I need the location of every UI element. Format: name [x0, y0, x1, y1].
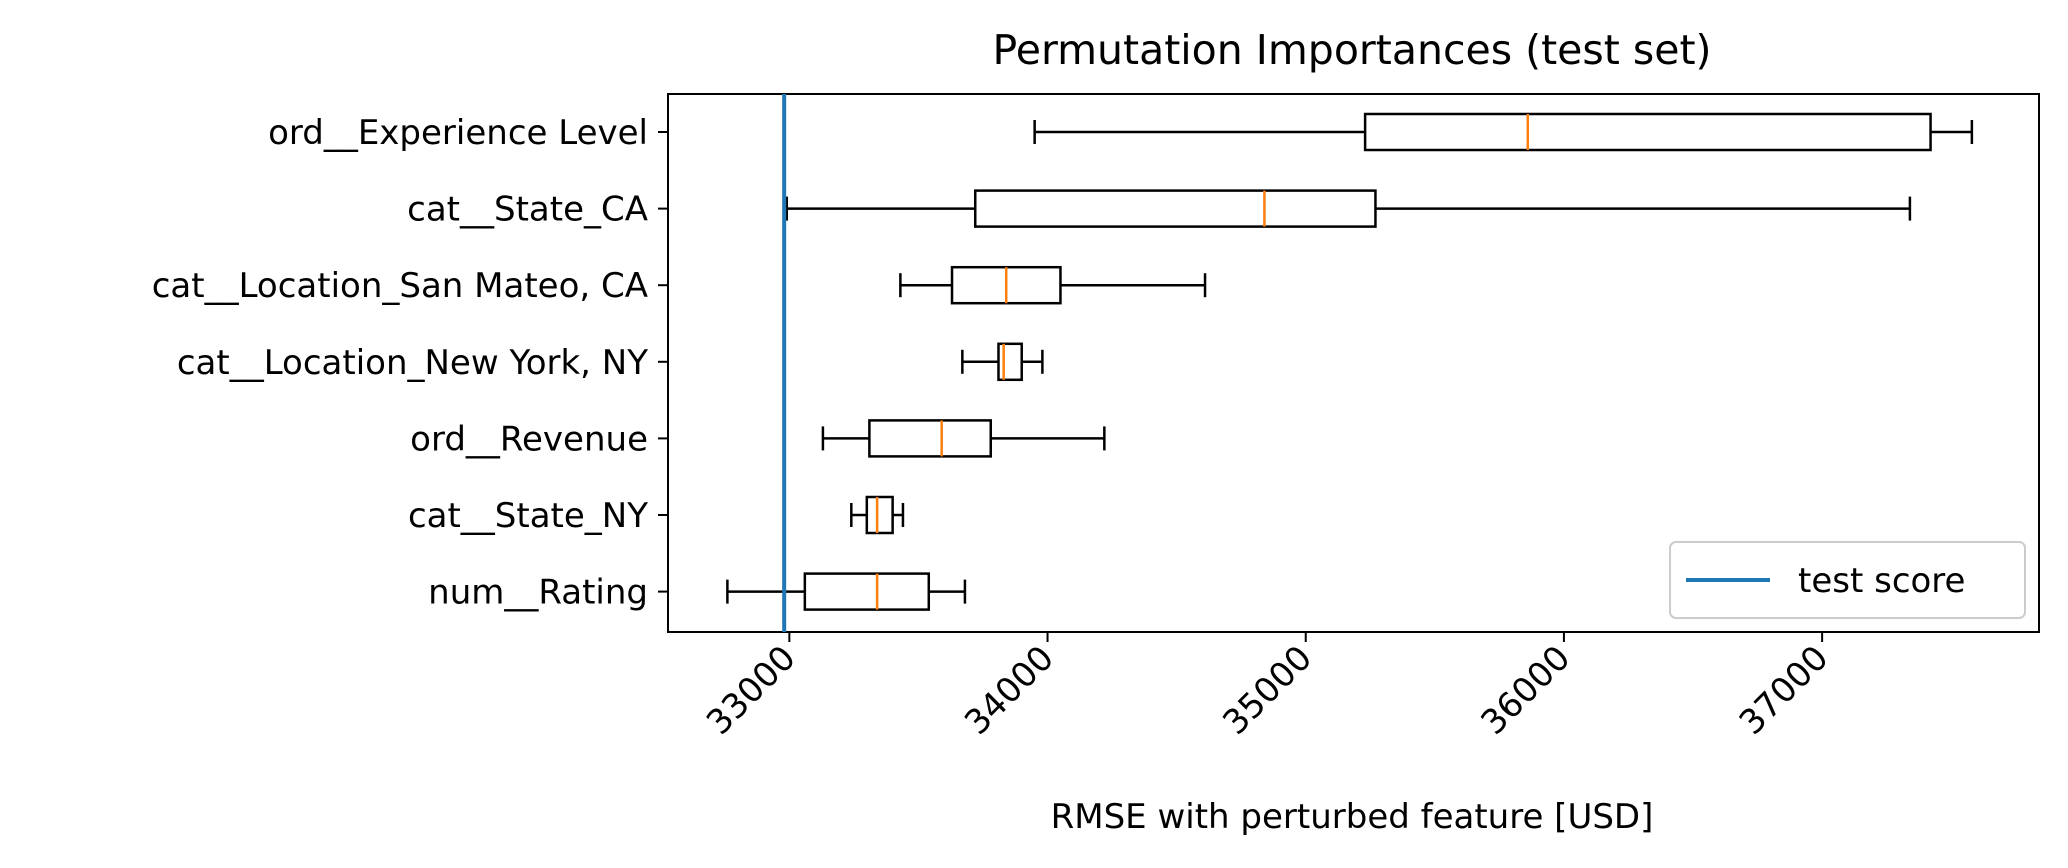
box-iqr	[973, 189, 1377, 228]
box-iqr	[868, 419, 992, 458]
box-iqr	[865, 495, 894, 535]
x-axis-label: RMSE with perturbed feature [USD]	[1051, 797, 1654, 837]
axes-frame	[667, 93, 2040, 633]
x-tick-label: 36000	[1474, 638, 1579, 743]
y-category-label: cat__Location_New York, NY	[177, 343, 648, 383]
y-category-label: ord__Revenue	[410, 419, 648, 459]
x-tick-label: 34000	[957, 638, 1062, 743]
box-iqr	[1363, 112, 1932, 152]
y-category-label: cat__State_CA	[407, 190, 648, 230]
y-category-label: ord__Experience Level	[268, 113, 648, 153]
legend-label: test score	[1798, 561, 1965, 601]
y-category-label: num__Rating	[428, 573, 648, 613]
legend-box	[1669, 541, 2026, 619]
y-category-label: cat__State_NY	[408, 496, 648, 536]
y-category-label: cat__Location_San Mateo, CA	[152, 266, 648, 306]
chart-title: Permutation Importances (test set)	[992, 26, 1711, 74]
plot-area: 33000 34000 35000 36000 37000 ord__Experience…	[152, 93, 2040, 743]
x-tick-label: 33000	[699, 638, 804, 743]
box-iqr	[997, 342, 1023, 382]
box-iqr	[803, 572, 931, 611]
x-tick-label: 35000	[1215, 638, 1320, 743]
x-tick-label: 37000	[1732, 638, 1837, 743]
